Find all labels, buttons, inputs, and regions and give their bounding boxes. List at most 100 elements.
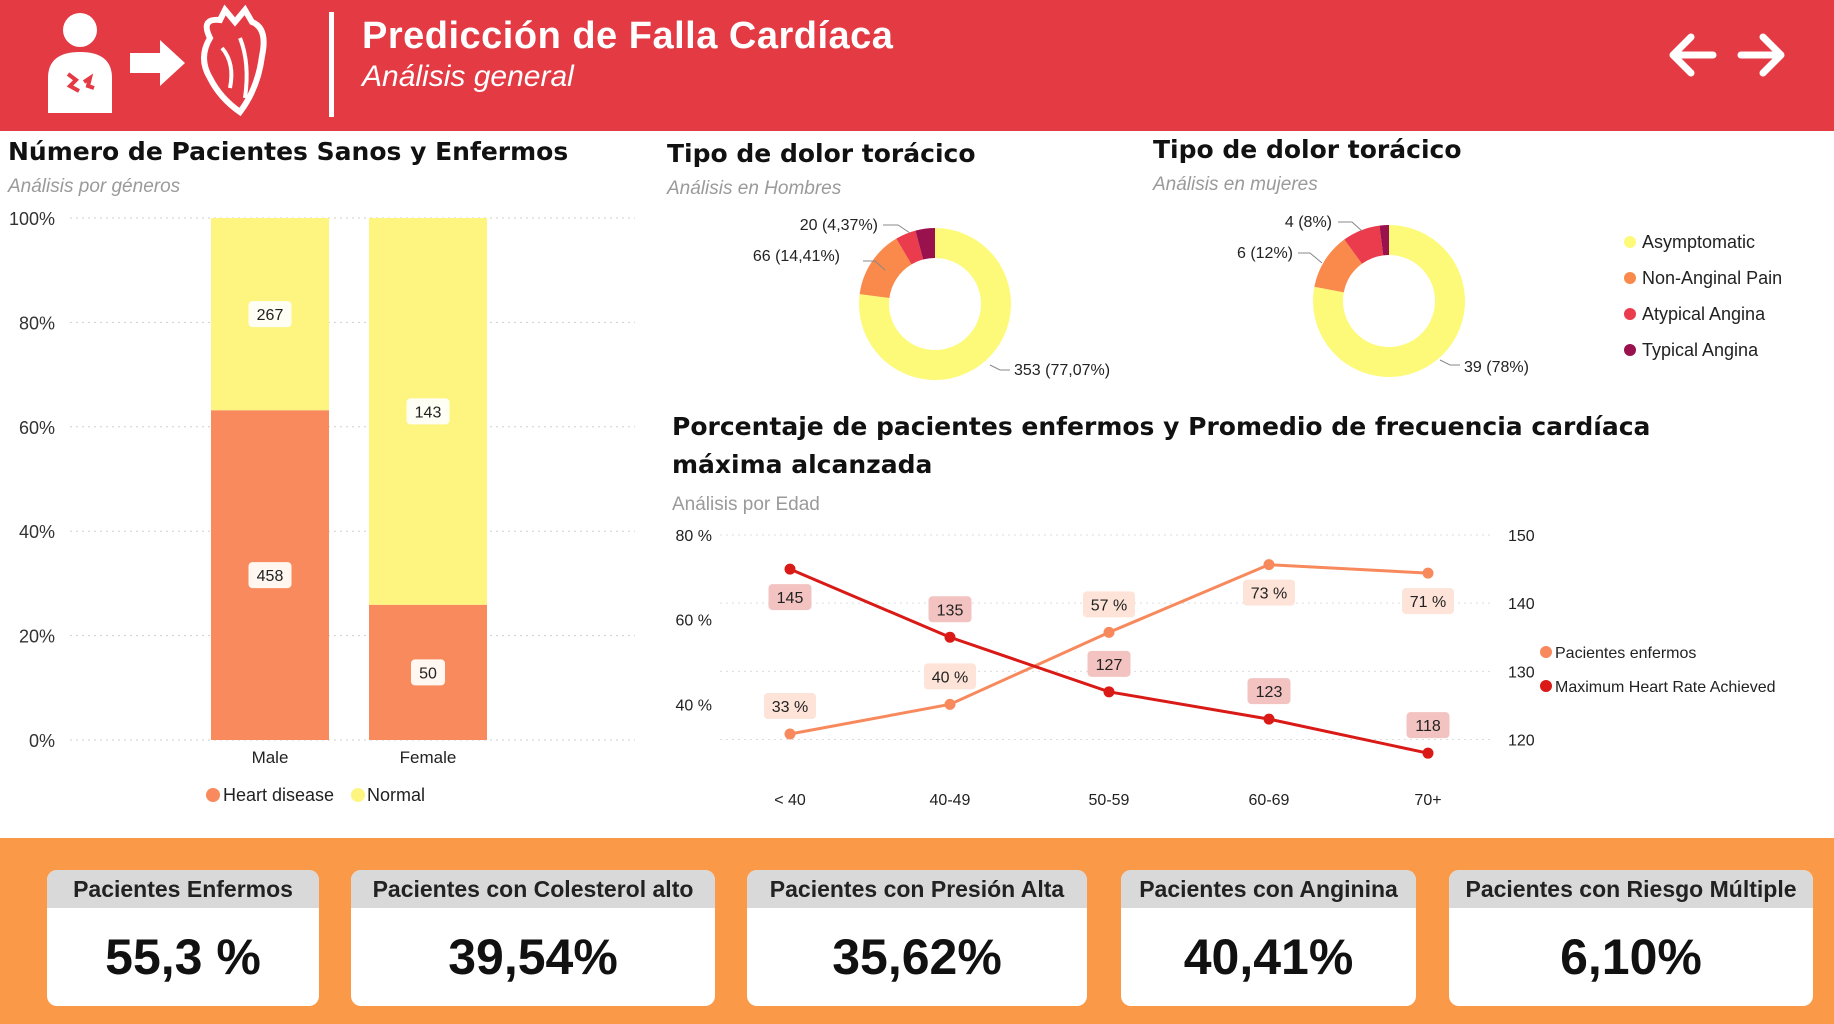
line-chart-title-line1: Porcentaje de pacientes enfermos y Prome… — [672, 412, 1651, 441]
page-title: Predicción de Falla Cardíaca — [362, 15, 894, 57]
data-label-group: 50 — [411, 659, 445, 686]
leader-line — [1439, 359, 1460, 366]
data-label-pct-group: 40 % — [924, 663, 976, 690]
legend-label: Maximum Heart Rate Achieved — [1555, 679, 1776, 696]
kpi-card-pressure: Pacientes con Presión Alta 35,62% — [747, 870, 1087, 1006]
kpi-label: Pacientes con Colesterol alto — [351, 870, 715, 908]
data-label-pct: 33 % — [772, 699, 808, 716]
dual-axis-line-chart: 40 % 60 % 80 % 120 130 140 150 < 40 40-49 50-59 60… — [676, 528, 1776, 809]
kpi-value: 55,3 % — [105, 929, 261, 985]
point-pacientes-enfermos — [1422, 567, 1434, 579]
legend-label: Non-Anginal Pain — [1642, 268, 1782, 288]
y-tick-label: 100% — [9, 209, 55, 229]
leader-line — [989, 364, 1010, 371]
legend-label: Normal — [367, 785, 425, 805]
legend-label: Asymptomatic — [1642, 232, 1755, 252]
forward-arrow-icon[interactable] — [1735, 28, 1789, 82]
point-max-heart-rate — [784, 563, 796, 575]
bar-chart-subtitle: Análisis por géneros — [8, 176, 181, 197]
y-right-tick-label: 150 — [1508, 528, 1535, 545]
data-label-pct-group: 33 % — [764, 693, 816, 719]
data-label-hr-bg — [1087, 650, 1131, 677]
pie-women-subtitle: Análisis en mujeres — [1153, 174, 1318, 195]
kpi-card-cholesterol: Pacientes con Colesterol alto 39,54% — [351, 870, 715, 1006]
data-label-hr-group: 123 — [1247, 678, 1291, 705]
data-label-group: 458 — [248, 562, 292, 589]
line-chart-title-line2: máxima alcanzada — [672, 450, 933, 479]
data-label-pct-group: 73 % — [1243, 579, 1295, 606]
data-label-pct-bg — [1083, 591, 1135, 618]
y-right-tick-label: 130 — [1508, 664, 1535, 681]
data-label-hr-bg — [928, 596, 972, 623]
legend-marker — [1540, 646, 1552, 658]
data-label-hr-group: 118 — [1406, 712, 1450, 739]
legend-marker-normal — [351, 788, 365, 802]
line-chart-subtitle: Análisis por Edad — [672, 494, 820, 515]
point-max-heart-rate — [1422, 747, 1434, 759]
y-left-tick-label: 40 % — [676, 697, 712, 714]
legend-marker — [1624, 344, 1636, 356]
slice-atypical-angina — [896, 230, 924, 265]
x-tick-label: 70+ — [1414, 792, 1441, 809]
kpi-label: Pacientes Enfermos — [47, 870, 319, 908]
data-label-pct: 40 % — [932, 669, 968, 686]
legend-label: Pacientes enfermos — [1555, 645, 1696, 662]
slice-typical-angina — [1379, 225, 1389, 256]
header-bar: Predicción de Falla Cardíaca Análisis ge… — [0, 0, 1834, 131]
data-label-pct: 57 % — [1091, 597, 1127, 614]
data-label-hr: 118 — [1415, 718, 1441, 735]
page-subtitle: Análisis general — [362, 60, 574, 93]
data-label: 267 — [257, 307, 284, 324]
data-label-pct-group: 71 % — [1402, 588, 1454, 615]
data-label-group: 267 — [248, 301, 292, 328]
data-label-pct-bg — [924, 663, 976, 690]
point-max-heart-rate — [944, 631, 956, 643]
leader-line — [1298, 252, 1323, 264]
heart-failure-logo-icon — [48, 4, 267, 117]
data-label-bg — [406, 398, 450, 425]
y-tick-label: 20% — [19, 627, 55, 647]
data-label-hr: 127 — [1096, 657, 1123, 674]
stacked-bar-chart: 0% 20% 40% 60% 80% 100% 458 267 Male 50 143 Female H… — [9, 209, 635, 805]
back-arrow-icon[interactable] — [1665, 28, 1719, 82]
data-label-bg — [248, 562, 292, 589]
point-pacientes-enfermos — [944, 698, 956, 710]
data-label: 353 (77,07%) — [1014, 362, 1110, 379]
leader-line — [883, 224, 911, 234]
kpi-card-angina: Pacientes con Anginina 40,41% — [1121, 870, 1416, 1006]
legend-marker — [1624, 272, 1636, 284]
x-tick-label: Male — [252, 748, 289, 767]
legend-label: Typical Angina — [1642, 340, 1759, 360]
point-pacientes-enfermos — [1103, 626, 1115, 638]
donut-chart-women: 39 (78%) 6 (12%) 4 (8%) Asymptomatic Non-Ang… — [1237, 214, 1782, 377]
legend-label: Atypical Angina — [1642, 304, 1766, 324]
slice-atypical-angina — [1344, 225, 1384, 264]
x-tick-label: Female — [400, 748, 457, 767]
legend-marker — [1540, 680, 1552, 692]
data-label-pct-group: 57 % — [1083, 591, 1135, 618]
legend-marker — [1624, 308, 1636, 320]
data-label: 4 (8%) — [1285, 214, 1332, 231]
legend-marker — [1624, 236, 1636, 248]
line-pacientes-enfermos — [789, 563, 1429, 736]
data-label-pct: 73 % — [1251, 586, 1287, 603]
slice-asymptomatic — [1313, 225, 1465, 377]
y-right-tick-label: 120 — [1508, 733, 1535, 750]
bar-chart-title: Número de Pacientes Sanos y Enfermos — [8, 137, 569, 166]
slice-typical-angina — [915, 228, 935, 260]
kpi-label: Pacientes con Anginina — [1121, 870, 1416, 908]
donut-chart-men: 353 (77,07%) 66 (14,41%) 20 (4,37%) — [753, 217, 1110, 380]
kpi-value: 39,54% — [448, 929, 618, 985]
y-left-tick-label: 60 % — [676, 613, 712, 630]
data-label-pct: 71 % — [1410, 594, 1446, 611]
data-label-bg — [248, 301, 292, 328]
data-label-pct-bg — [764, 693, 816, 719]
kpi-card-sick: Pacientes Enfermos 55,3 % — [47, 870, 319, 1006]
leader-line — [1338, 221, 1363, 232]
kpi-label: Pacientes con Presión Alta — [747, 870, 1087, 908]
kpi-label: Pacientes con Riesgo Múltiple — [1449, 870, 1813, 908]
data-label-hr-bg — [768, 584, 812, 611]
pie-men-title: Tipo de dolor torácico — [667, 139, 976, 168]
x-tick-label: 60-69 — [1249, 792, 1290, 809]
y-left-tick-label: 80 % — [676, 528, 712, 545]
